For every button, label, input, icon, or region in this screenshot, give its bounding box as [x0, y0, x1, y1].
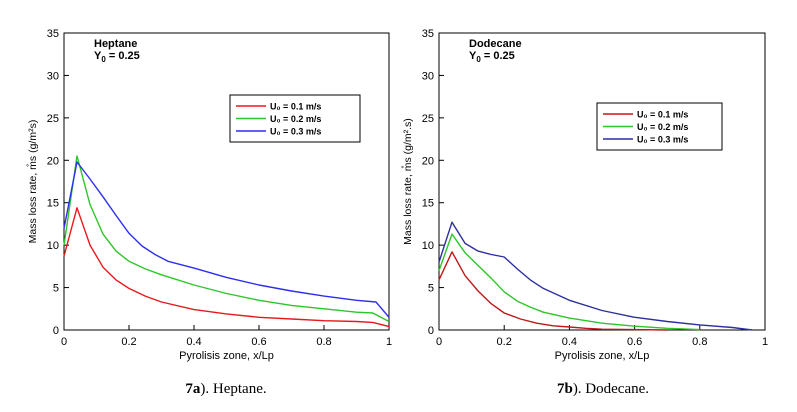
x-axis-label: Pyrolisis zone, x/Lp — [555, 350, 650, 362]
legend-label-3: U₀ = 0.3 m/s — [637, 135, 688, 145]
plot-frame — [63, 32, 390, 331]
x-tick-label: 0 — [61, 336, 67, 348]
legend: U₀ = 0.1 m/s U₀ = 0.2 m/s U₀ = 0.3 m/s — [229, 94, 361, 143]
x-axis-label: Pyrolisis zone, x/Lp — [179, 350, 274, 362]
legend-label-1: U₀ = 0.1 m/s — [270, 102, 321, 112]
x-tick-label: 0.2 — [497, 336, 512, 348]
caption-dodecane: 7b). Dodecane. — [556, 381, 650, 397]
legend-label-1: U₀ = 0.1 m/s — [637, 110, 688, 120]
y-tick-label: 5 — [428, 283, 434, 295]
plot-frame — [438, 32, 766, 331]
chart-subtitle: Y0 = 0.25 — [94, 50, 140, 64]
legend-label-2: U₀ = 0.2 m/s — [637, 122, 688, 132]
y-tick-label: 15 — [422, 198, 434, 210]
x-tick-label: 0.6 — [251, 336, 266, 348]
y-tick-label: 25 — [422, 113, 434, 125]
y-tick-label: 10 — [422, 240, 434, 252]
y-tick-label: 0 — [53, 325, 59, 337]
chart-b: 0 5 10 15 20 25 30 35 0 0.2 0.4 0.6 0.8 1 Pyrolisis zo… — [399, 28, 768, 362]
x-tick-label: 0.8 — [316, 336, 331, 348]
series-line-1 — [63, 207, 390, 328]
x-tick-label: 0 — [436, 336, 442, 348]
y-tick-label: 30 — [47, 70, 59, 82]
x-tick-label: 1 — [386, 336, 392, 348]
series-line-2 — [438, 233, 700, 331]
y-tick-label: 25 — [47, 113, 59, 125]
y-tick-label: 10 — [47, 240, 59, 252]
chart-subtitle: Y0 = 0.25 — [469, 50, 515, 64]
x-tick-label: 0.4 — [186, 336, 201, 348]
y-tick-label: 15 — [47, 198, 59, 210]
y-tick-label: 5 — [53, 283, 59, 295]
series-line-2 — [63, 155, 390, 323]
y-tick-label: 20 — [422, 155, 434, 167]
series-line-3 — [63, 161, 390, 318]
caption-heptane: 7a). Heptane. — [185, 381, 267, 397]
y-tick-label: 20 — [47, 155, 59, 167]
x-tick-label: 0.8 — [692, 336, 707, 348]
chart-title: Heptane — [94, 38, 137, 50]
legend-label-2: U₀ = 0.2 m/s — [270, 114, 321, 124]
series-line-3 — [438, 221, 753, 331]
y-tick-label: 30 — [422, 70, 434, 82]
series-line-1 — [438, 251, 668, 331]
y-axis-label: Mass loss rate, m̊s (g/m².s) — [399, 118, 414, 245]
chart-a: 0 5 10 15 20 25 30 35 0 0.2 0.4 0.6 0.8 1 Pyrolisis zo… — [24, 28, 392, 362]
x-tick-label: 0.2 — [121, 336, 136, 348]
x-tick-label: 1 — [762, 336, 768, 348]
legend: U₀ = 0.1 m/s U₀ = 0.2 m/s U₀ = 0.3 m/s — [596, 102, 723, 151]
y-axis-label: Mass loss rate, m̊s (g/m²s) — [24, 120, 39, 244]
x-tick-label: 0.6 — [627, 336, 642, 348]
y-tick-label: 35 — [422, 28, 434, 40]
y-tick-label: 35 — [47, 28, 59, 40]
chart-title: Dodecane — [469, 38, 522, 50]
legend-label-3: U₀ = 0.3 m/s — [270, 127, 321, 137]
y-tick-label: 0 — [428, 325, 434, 337]
x-tick-label: 0.4 — [562, 336, 577, 348]
